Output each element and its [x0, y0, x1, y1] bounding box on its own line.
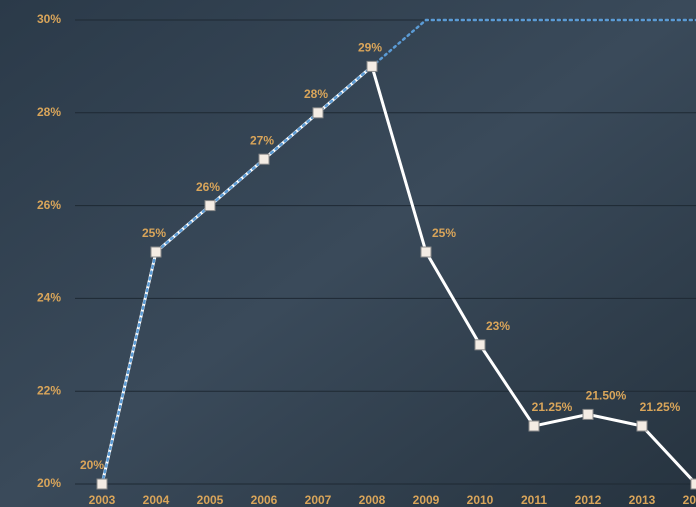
data-label: 21.25%	[532, 400, 573, 414]
y-tick-label: 28%	[37, 105, 61, 119]
point-marker	[205, 201, 215, 211]
y-tick-label: 30%	[37, 12, 61, 26]
y-tick-label: 20%	[37, 476, 61, 490]
x-tick-label: 2003	[89, 493, 116, 507]
data-label: 21.25%	[640, 400, 681, 414]
x-tick-label: 2009	[413, 493, 440, 507]
point-marker	[313, 108, 323, 118]
chart: 20% 22% 24% 26% 28% 30% 2003 2004 2005 2006 2007 20…	[0, 0, 696, 507]
x-tick-label: 2014	[683, 493, 696, 507]
x-tick-label: 2012	[575, 493, 602, 507]
point-marker	[529, 421, 539, 431]
data-label: 23%	[486, 319, 510, 333]
point-marker	[259, 154, 269, 164]
x-tick-label: 2008	[359, 493, 386, 507]
y-tick-label: 24%	[37, 291, 61, 305]
x-tick-label: 2011	[521, 493, 547, 507]
x-tick-label: 2006	[251, 493, 278, 507]
point-marker	[475, 340, 485, 350]
point-marker	[637, 421, 647, 431]
point-marker	[691, 479, 696, 489]
data-label: 20%	[80, 458, 104, 472]
point-marker	[583, 409, 593, 419]
x-tick-label: 2004	[143, 493, 170, 507]
x-tick-label: 2005	[197, 493, 224, 507]
data-label: 25%	[142, 226, 166, 240]
point-marker	[151, 247, 161, 257]
data-label: 25%	[432, 226, 456, 240]
point-marker	[421, 247, 431, 257]
y-tick-label: 26%	[37, 198, 61, 212]
background	[0, 0, 696, 507]
point-marker	[367, 61, 377, 71]
x-tick-label: 2010	[467, 493, 494, 507]
data-label: 28%	[304, 87, 328, 101]
data-label: 26%	[196, 180, 220, 194]
point-marker	[97, 479, 107, 489]
x-tick-label: 2013	[629, 493, 656, 507]
x-tick-label: 2007	[305, 493, 332, 507]
data-label: 27%	[250, 133, 274, 147]
data-label: 21.50%	[586, 389, 627, 403]
y-tick-label: 22%	[37, 383, 61, 397]
data-label: 29%	[358, 41, 382, 55]
